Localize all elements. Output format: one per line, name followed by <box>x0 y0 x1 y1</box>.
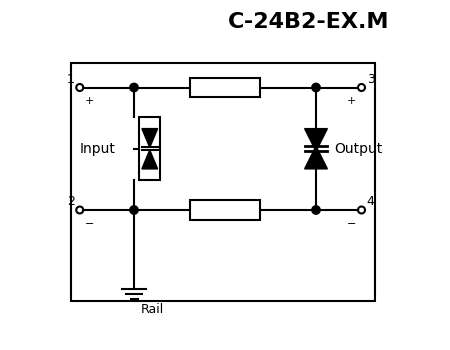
Text: −: − <box>347 219 356 229</box>
Text: Rail: Rail <box>141 303 164 316</box>
Text: Output: Output <box>334 142 382 156</box>
Text: 2: 2 <box>67 195 75 208</box>
Polygon shape <box>142 150 158 169</box>
Text: +: + <box>347 97 356 106</box>
Polygon shape <box>305 146 328 169</box>
Text: 1: 1 <box>67 73 75 86</box>
Circle shape <box>312 83 320 92</box>
Bar <box>190 200 260 220</box>
Text: C-24B2-EX.M: C-24B2-EX.M <box>228 12 390 32</box>
Text: −: − <box>85 219 94 229</box>
Text: 3: 3 <box>367 73 374 86</box>
Circle shape <box>130 83 138 92</box>
Bar <box>139 117 160 180</box>
Circle shape <box>130 206 138 214</box>
Bar <box>71 63 375 301</box>
Circle shape <box>312 206 320 214</box>
Bar <box>190 78 260 97</box>
Text: Input: Input <box>80 142 116 156</box>
Polygon shape <box>142 128 158 147</box>
Text: +: + <box>85 97 94 106</box>
Polygon shape <box>305 129 328 151</box>
Text: 4: 4 <box>367 195 374 208</box>
